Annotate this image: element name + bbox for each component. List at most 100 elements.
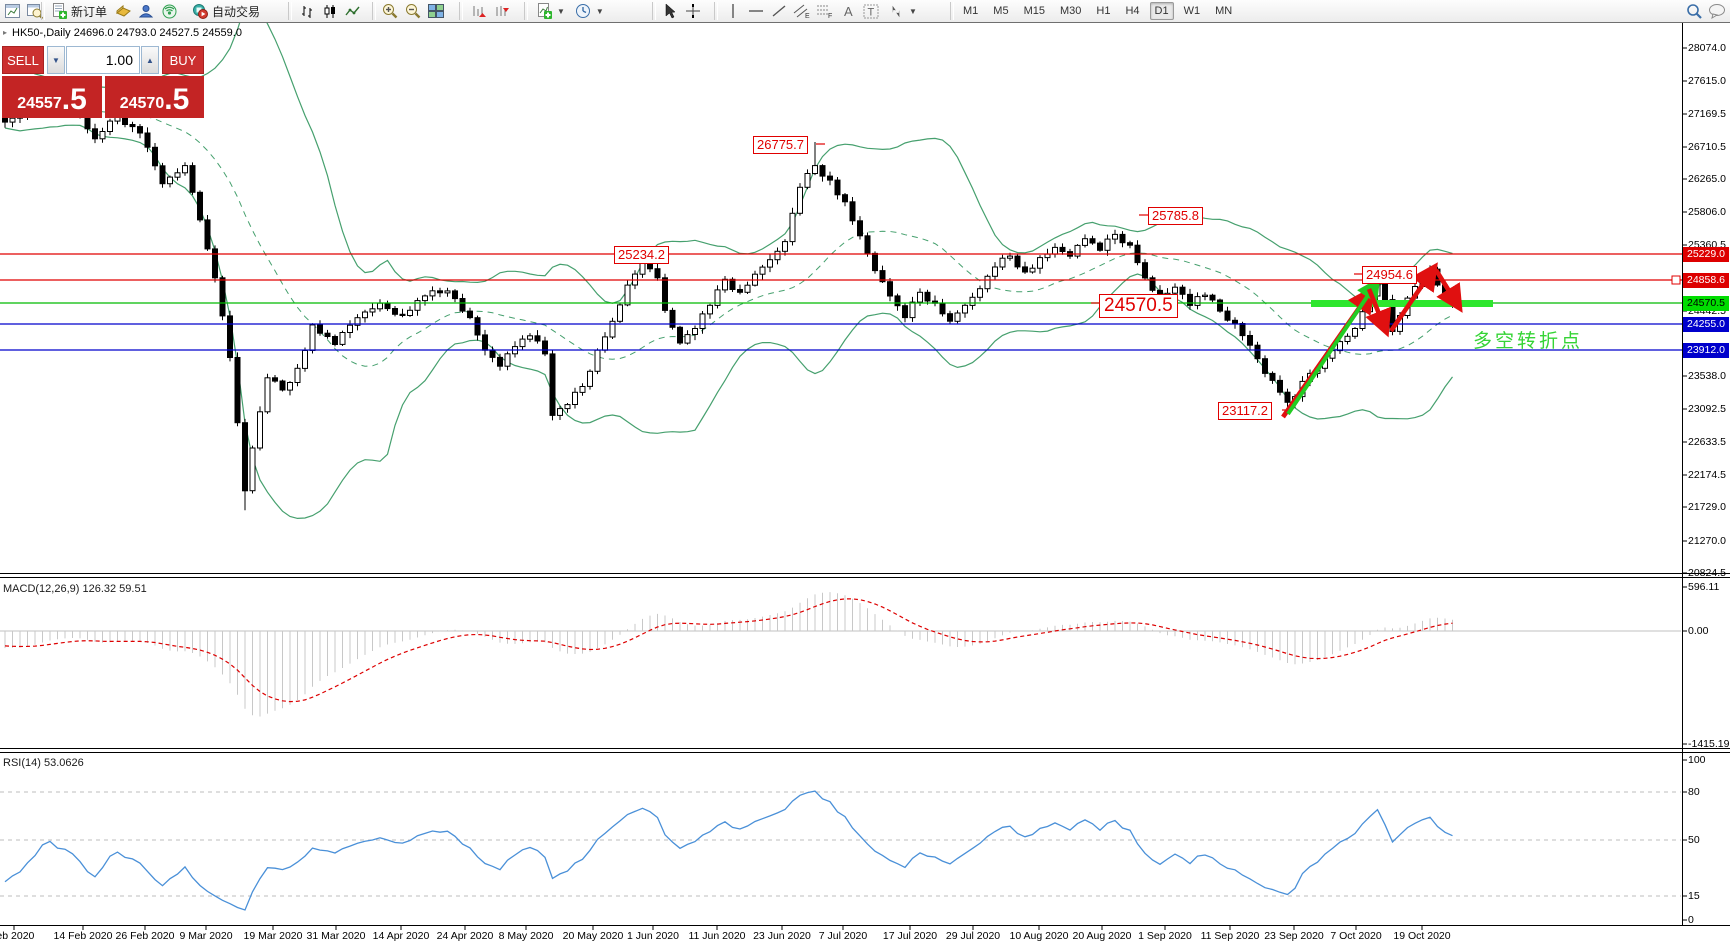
trend-arrow[interactable]	[1389, 262, 1438, 333]
toolbar-separator	[714, 2, 718, 20]
rsi-axis-label: 100	[1688, 754, 1706, 766]
timeframe-m1[interactable]: M1	[963, 5, 979, 17]
price-label-box[interactable]: 24570.5	[1099, 294, 1178, 318]
price-badge: 24858.6	[1683, 273, 1729, 288]
hline-handle[interactable]	[1671, 275, 1681, 285]
buy-price-panel[interactable]: 24570.5	[105, 76, 204, 118]
date-label: Feb 2020	[0, 930, 35, 942]
toolbar-separator	[524, 2, 528, 20]
date-label: 9 Mar 2020	[179, 930, 233, 942]
one-click-trading-panel: SELL ▼ 1.00 ▲ BUY 24557.5 24570.5	[2, 46, 204, 118]
volume-down-button[interactable]: ▼	[47, 46, 65, 74]
date-label: 20 Aug 2020	[1072, 930, 1132, 942]
price-label-box[interactable]: 25785.8	[1148, 207, 1203, 225]
date-label: 11 Sep 2020	[1200, 930, 1260, 942]
line-chart-icon[interactable]	[344, 2, 362, 20]
date-label: 17 Jul 2020	[882, 930, 938, 942]
crosshair-icon[interactable]	[684, 2, 702, 20]
timeframe-h1[interactable]: H1	[1096, 5, 1111, 17]
auto-scroll-icon[interactable]	[470, 2, 488, 20]
market-watch-icon[interactable]	[114, 2, 132, 20]
price-axis-label: 23538.0	[1688, 370, 1726, 382]
text-tool-icon[interactable]: A	[839, 2, 857, 20]
date-label: 11 Jun 2020	[688, 930, 746, 942]
price-axis-label: 27169.5	[1688, 108, 1726, 120]
buy-button[interactable]: BUY	[162, 46, 204, 74]
date-label: 23 Sep 2020	[1264, 930, 1324, 942]
rsi-axis-label: 50	[1688, 834, 1700, 846]
volume-up-button[interactable]: ▲	[141, 46, 159, 74]
price-label-box[interactable]: 26775.7	[753, 136, 808, 154]
timeframe-m5[interactable]: M5	[993, 5, 1009, 17]
new-order-icon	[50, 2, 68, 20]
trendline-tool-icon[interactable]	[770, 2, 788, 20]
equidistant-channel-tool-icon[interactable]: E	[793, 2, 811, 20]
rsi-axis-label: 15	[1688, 890, 1700, 902]
date-label: 19 Mar 2020	[243, 930, 303, 942]
new-chart-icon[interactable]	[3, 2, 21, 20]
sell-price-main: 24557	[17, 95, 62, 112]
date-label: 7 Jul 2020	[818, 930, 868, 942]
highlight-band[interactable]	[1311, 300, 1493, 307]
profile-icon[interactable]	[137, 2, 155, 20]
date-label: 29 Jul 2020	[945, 930, 1001, 942]
zoom-out-icon[interactable]	[404, 2, 422, 20]
svg-text:T: T	[868, 6, 875, 18]
toolbar-separator	[288, 2, 292, 20]
zoom-in-icon[interactable]	[381, 2, 399, 20]
vertical-line-tool-icon[interactable]	[724, 2, 742, 20]
price-axis-label: 26710.5	[1688, 141, 1726, 153]
cursor-icon[interactable]	[661, 2, 679, 20]
chat-icon[interactable]	[1708, 2, 1726, 20]
timeframe-w1[interactable]: W1	[1183, 5, 1201, 17]
timeframe-h4[interactable]: H4	[1125, 5, 1140, 17]
candles	[2, 87, 1456, 511]
price-axis-label: 22174.5	[1688, 469, 1726, 481]
toolbar-separator	[950, 2, 954, 20]
one-click-collapse-icon[interactable]: ▸	[3, 28, 8, 37]
panel-borders	[0, 22, 1730, 926]
arrows-tool-button[interactable]: ▼	[885, 1, 919, 21]
periods-button[interactable]: ▼	[572, 1, 606, 21]
sell-button[interactable]: SELL	[2, 46, 44, 74]
date-label: 1 Jun 2020	[627, 930, 679, 942]
chart-shift-icon[interactable]	[493, 2, 511, 20]
volume-input[interactable]: 1.00	[66, 46, 140, 74]
price-label-box[interactable]: 24954.6	[1362, 266, 1417, 284]
trend-arrow[interactable]	[1434, 268, 1463, 313]
tile-windows-icon[interactable]	[427, 2, 445, 20]
rsi-axis-label: 80	[1688, 786, 1700, 798]
rsi-indicator	[0, 790, 1681, 911]
new-order-button[interactable]: 新订单	[48, 1, 109, 21]
price-axis-label: 21270.0	[1688, 535, 1726, 547]
price-label-box[interactable]: 25234.2	[614, 246, 669, 264]
timeframe-m30[interactable]: M30	[1059, 5, 1082, 17]
timeframe-m15[interactable]: M15	[1023, 5, 1045, 17]
chevron-down-icon: ▼	[909, 6, 917, 16]
auto-trading-button[interactable]: 自动交易	[189, 1, 262, 21]
horizontal-line-tool-icon[interactable]	[747, 2, 765, 20]
timeframe-mn[interactable]: MN	[1215, 5, 1233, 17]
search-icon[interactable]	[1685, 2, 1703, 20]
axis-ticks	[13, 47, 1687, 930]
signal-icon[interactable]	[160, 2, 178, 20]
trend-arrow[interactable]	[1286, 277, 1381, 416]
price-badge: 24255.0	[1683, 317, 1729, 332]
fibonacci-tool-icon[interactable]: F	[816, 2, 834, 20]
sell-price-panel[interactable]: 24557.5	[2, 76, 102, 118]
svg-text:F: F	[828, 13, 832, 19]
date-label: 19 Oct 2020	[1393, 930, 1451, 942]
rsi-axis-label: 0	[1688, 914, 1694, 926]
bar-chart-icon[interactable]	[298, 2, 316, 20]
macd-indicator	[0, 592, 1681, 717]
candlestick-chart-icon[interactable]	[321, 2, 339, 20]
add-indicator-button[interactable]: ▼	[533, 1, 567, 21]
trend-arrow[interactable]	[1365, 288, 1392, 338]
auto-trading-label: 自动交易	[212, 4, 261, 19]
annotation-text[interactable]: 多空转折点	[1473, 331, 1584, 352]
price-label-box[interactable]: 23117.2	[1218, 402, 1273, 420]
timeframe-d1[interactable]: D1	[1149, 2, 1174, 20]
text-label-tool-icon[interactable]: T	[862, 2, 880, 20]
